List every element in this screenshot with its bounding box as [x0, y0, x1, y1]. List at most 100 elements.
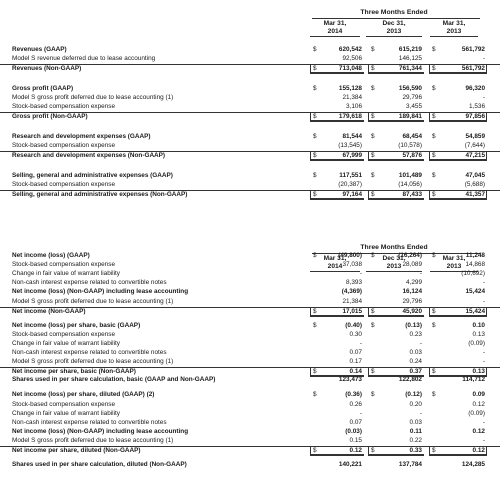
- currency-symbol: $: [432, 152, 436, 159]
- cell-value: 620,542: [338, 46, 362, 53]
- currency-symbol: $: [313, 46, 317, 53]
- cell-value: 123,473: [338, 376, 362, 384]
- row-label: Shares used in per share calculation, ba…: [12, 376, 216, 384]
- table1-col-header-2: Dec 31, 2013: [366, 20, 422, 37]
- cell-value: 114,712: [462, 376, 485, 384]
- row-label: Revenues (Non-GAAP): [12, 65, 82, 72]
- col-header-line2: 2013: [430, 28, 478, 37]
- row-label: Model S gross profit deferred due to lea…: [12, 297, 174, 305]
- cell-value: (10,692): [461, 270, 485, 278]
- total-rule: [368, 191, 424, 200]
- table2-col-header-2: Dec 31, 2013: [366, 255, 422, 272]
- table-row: Research and development expenses (Non-G…: [0, 151, 500, 161]
- currency-symbol: $: [313, 133, 317, 140]
- currency-symbol: $: [313, 368, 317, 376]
- table-row: Net income (loss) (GAAP) $ (49,800) $ (16,26…: [0, 252, 500, 261]
- table1-period-title: Three Months Ended: [360, 9, 428, 16]
- cell-value: (7,644): [464, 142, 485, 149]
- cell-value: (14,056): [398, 181, 422, 188]
- row-label: Model S gross profit deferred due to lea…: [12, 436, 174, 444]
- table-row: Non-cash interest expense related to con…: [0, 279, 500, 288]
- cell-value: -: [482, 418, 485, 426]
- table2-col-header-3: Mar 31, 2013: [430, 255, 478, 272]
- row-label: Net income (Non-GAAP): [12, 307, 86, 315]
- row-label: Stock-based compensation expense: [12, 103, 116, 110]
- table-row: Stock-based compensation expense 0.30 0.23…: [0, 331, 500, 340]
- cell-value: 0.23: [409, 330, 422, 338]
- row-label: Net income per share, basic (Non-GAAP): [12, 368, 136, 376]
- row-label: Non-cash interest expense related to con…: [12, 418, 167, 426]
- cell-value: 561,792: [461, 46, 485, 53]
- cell-value: 21,384: [342, 94, 362, 101]
- cell-value: 0.12: [472, 427, 485, 435]
- cell-value: 87,433: [402, 191, 422, 198]
- cell-value: 155,128: [338, 85, 362, 92]
- cell-value: 37,038: [342, 261, 362, 269]
- cell-value: 0.20: [409, 400, 422, 408]
- currency-symbol: $: [313, 152, 317, 159]
- currency-symbol: $: [432, 391, 436, 399]
- row-label: Change in fair value of warrant liabilit…: [12, 339, 120, 347]
- row-label: Shares used in per share calculation, di…: [12, 461, 187, 469]
- currency-symbol: $: [432, 321, 436, 329]
- total-rule: [429, 447, 487, 456]
- cell-value: (0.12): [405, 391, 422, 399]
- table-row: Net income per share, basic (Non-GAAP) $0…: [0, 367, 500, 378]
- cell-value: 101,489: [398, 172, 422, 179]
- cell-value: 0.07: [349, 418, 362, 426]
- table-row: Shares used in per share calculation, ba…: [0, 376, 500, 385]
- cell-value: 15,424: [465, 307, 485, 315]
- table-row: Net income per share, diluted (Non-GAAP)…: [0, 446, 500, 456]
- cell-value: 29,796: [402, 94, 422, 101]
- total-rule: [310, 65, 364, 74]
- total-rule: [368, 368, 424, 378]
- currency-symbol: $: [371, 321, 375, 329]
- row-label: Stock-based compensation expense: [12, 142, 116, 149]
- currency-symbol: $: [432, 172, 436, 179]
- cell-value: 41,357: [465, 191, 485, 198]
- currency-symbol: $: [432, 368, 436, 376]
- cell-value: 16,124: [402, 288, 422, 296]
- table2-period-title: Three Months Ended: [360, 244, 428, 251]
- cell-value: 0.17: [349, 358, 362, 366]
- currency-symbol: $: [371, 172, 375, 179]
- cell-value: -: [482, 349, 485, 356]
- total-rule: [429, 307, 487, 317]
- table-row: Research and development expenses (GAAP)…: [0, 133, 500, 142]
- table-row: Change in fair value of warrant liabilit…: [0, 340, 500, 349]
- cell-value: 0.03: [409, 418, 422, 426]
- cell-value: 761,344: [398, 65, 422, 72]
- row-label: Gross profit (GAAP): [12, 85, 74, 92]
- currency-symbol: $: [371, 191, 375, 198]
- col-header-line2: 2014: [310, 28, 360, 37]
- table-row: Gross profit (GAAP) $155,128 $156,590 $96,3…: [0, 85, 500, 94]
- cell-value: 0.12: [349, 447, 362, 454]
- currency-symbol: $: [371, 391, 375, 399]
- col-header-line1: Mar 31,: [442, 255, 466, 262]
- row-label: Net income (loss) per share, diluted (GA…: [12, 391, 155, 399]
- cell-value: 0.26: [349, 400, 362, 408]
- row-label: Net income (loss) per share, basic (GAAP…: [12, 321, 141, 329]
- currency-symbol: $: [371, 46, 375, 53]
- row-label: Stock-based compensation expense: [12, 181, 116, 188]
- cell-value: 713,048: [338, 65, 362, 72]
- row-label: Non-cash interest expense related to con…: [12, 279, 167, 287]
- table-row: Revenues (Non-GAAP) $713,048 $761,344 $561,…: [0, 64, 500, 74]
- table-row: Selling, general and administrative expe…: [0, 190, 500, 200]
- total-rule: [429, 191, 487, 200]
- cell-value: -: [482, 297, 485, 305]
- currency-symbol: $: [371, 152, 375, 159]
- cell-value: 0.13: [472, 368, 485, 376]
- cell-value: -: [419, 339, 422, 347]
- col-header-line1: Mar 31,: [442, 20, 466, 27]
- table1-col-header-3: Mar 31, 2013: [430, 20, 478, 37]
- cell-value: 0.24: [409, 358, 422, 366]
- row-label: Stock-based compensation expense: [12, 261, 116, 269]
- col-header-line2: 2013: [430, 263, 478, 272]
- table2-title-rule: [312, 253, 480, 254]
- row-label: Net income (loss) (Non-GAAP) including l…: [12, 427, 189, 435]
- cell-value: 81,544: [342, 133, 362, 140]
- cell-value: (49,800): [338, 252, 362, 259]
- cell-value: (0.09): [468, 339, 485, 347]
- total-rule: [368, 113, 424, 122]
